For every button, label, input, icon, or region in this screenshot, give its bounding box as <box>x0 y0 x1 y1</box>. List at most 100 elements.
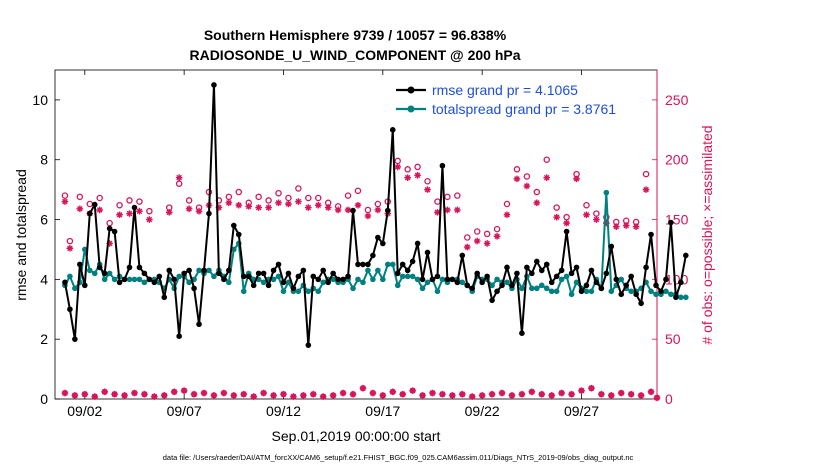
obs-assimilated-point <box>573 175 580 183</box>
obs-possible-point <box>593 210 600 217</box>
totalspread-point <box>573 279 580 286</box>
obs-assimilated-point <box>195 207 203 215</box>
totalspread-point <box>315 288 322 295</box>
obs-assimilated-point <box>295 198 302 205</box>
obs-assimilated-point-low <box>290 393 297 400</box>
obs-assimilated-point <box>275 199 282 207</box>
obs-assimilated-point-low <box>81 390 89 398</box>
obs-assimilated-point-low <box>121 392 128 399</box>
totalspread-point <box>305 288 312 295</box>
x-axis-label: Sep.01,2019 00:00:00 start <box>272 428 441 444</box>
obs-assimilated-point <box>185 205 193 213</box>
obs-assimilated-point-low <box>598 390 605 398</box>
chart-marks: 09/02 09/07 09/12 09/17 09/22 09/27 0 2 4 6 8 10 0 50… <box>32 70 689 419</box>
totalspread-point <box>375 267 381 274</box>
obs-assimilated-point-low <box>458 390 466 398</box>
obs-assimilated-point <box>165 209 173 216</box>
obs-assimilated-point-low <box>319 393 327 400</box>
obs-assimilated-point-low <box>91 393 99 400</box>
rmse-point <box>141 270 148 277</box>
totalspread-point <box>240 288 247 295</box>
rmse-point <box>136 264 143 271</box>
rmse-point <box>181 270 187 277</box>
obs-assimilated-point-low <box>61 389 69 397</box>
rmse-point <box>588 267 595 274</box>
rmse-point <box>538 267 545 274</box>
y-right-tick-label: 0 <box>665 391 673 407</box>
rmse-point <box>270 267 277 274</box>
totalspread-point <box>678 294 684 301</box>
totalspread-point <box>548 288 555 295</box>
totalspread-point <box>628 288 634 295</box>
rmse-point <box>280 279 287 286</box>
rmse-point <box>658 288 664 295</box>
obs-assimilated-point <box>563 219 570 227</box>
totalspread-point <box>231 246 237 253</box>
chart-subtitle: RADIOSONDE_U_WIND_COMPONENT @ 200 hPa <box>189 47 520 63</box>
rmse-point <box>250 282 257 289</box>
totalspread-point <box>414 276 421 283</box>
obs-possible-point <box>394 157 401 165</box>
obs-assimilated-point <box>66 244 74 252</box>
totalspread-point <box>275 273 282 280</box>
obs-possible-point <box>473 228 481 235</box>
rmse-point <box>310 273 317 280</box>
rmse-point <box>166 267 173 274</box>
rmse-point <box>340 276 346 283</box>
obs-assimilated-point-low <box>71 392 79 399</box>
totalspread-point <box>196 267 202 274</box>
rmse-point <box>111 228 118 235</box>
obs-possible-point <box>523 173 531 180</box>
totalspread-point <box>141 279 148 286</box>
totalspread-point <box>533 285 540 292</box>
y-axis-right-label: # of obs: o=possible; ×=assimilated <box>699 125 715 344</box>
obs-assimilated-point-low <box>478 392 486 399</box>
obs-assimilated-point-low <box>419 392 426 399</box>
obs-assimilated-point-low <box>647 388 655 396</box>
rmse-point <box>245 273 252 280</box>
totalspread-point <box>389 261 396 268</box>
obs-possible-point <box>503 200 511 208</box>
rmse-point <box>444 276 451 283</box>
totalspread-point <box>126 276 133 283</box>
obs-assimilated-point-low <box>389 388 397 396</box>
obs-assimilated-point <box>235 201 243 209</box>
rmse-point <box>360 261 366 268</box>
obs-assimilated-point <box>553 213 560 221</box>
rmse-point <box>668 219 674 226</box>
obs-assimilated-point <box>612 223 620 231</box>
obs-possible-point <box>354 187 362 195</box>
rmse-point <box>146 276 153 283</box>
rmse-point <box>494 288 500 295</box>
obs-possible-point <box>583 201 590 209</box>
x-tick-label: 09/27 <box>564 403 599 419</box>
rmse-point <box>389 127 396 133</box>
obs-possible-point <box>563 213 570 221</box>
legend-rmse-label: rmse grand pr = 4.1065 <box>432 82 578 98</box>
obs-assimilated-point-low <box>359 384 367 392</box>
totalspread-point <box>653 291 659 298</box>
obs-possible-point <box>493 225 501 233</box>
legend-rmse-marker <box>407 86 415 94</box>
obs-assimilated-point <box>116 211 123 219</box>
rmse-point <box>260 270 267 277</box>
obs-assimilated-point-low <box>230 392 238 399</box>
obs-assimilated-point <box>364 212 372 220</box>
obs-assimilated-point-low <box>369 389 377 397</box>
rmse-point <box>548 279 555 286</box>
obs-assimilated-point <box>523 182 531 190</box>
rmse-point <box>618 291 625 298</box>
obs-possible-point <box>454 192 461 199</box>
obs-assimilated-point <box>533 199 541 207</box>
totalspread-point <box>370 276 376 283</box>
obs-assimilated-point-low <box>260 389 267 397</box>
rmse-point <box>255 270 262 277</box>
totalspread-point <box>280 288 287 295</box>
obs-possible-point <box>255 193 262 201</box>
y-left-tick-label: 2 <box>40 331 48 347</box>
obs-assimilated-point <box>245 203 253 210</box>
obs-possible-point <box>305 194 312 202</box>
obs-assimilated-point <box>454 206 461 214</box>
obs-assimilated-point <box>483 240 491 247</box>
obs-assimilated-point-low <box>399 390 406 398</box>
